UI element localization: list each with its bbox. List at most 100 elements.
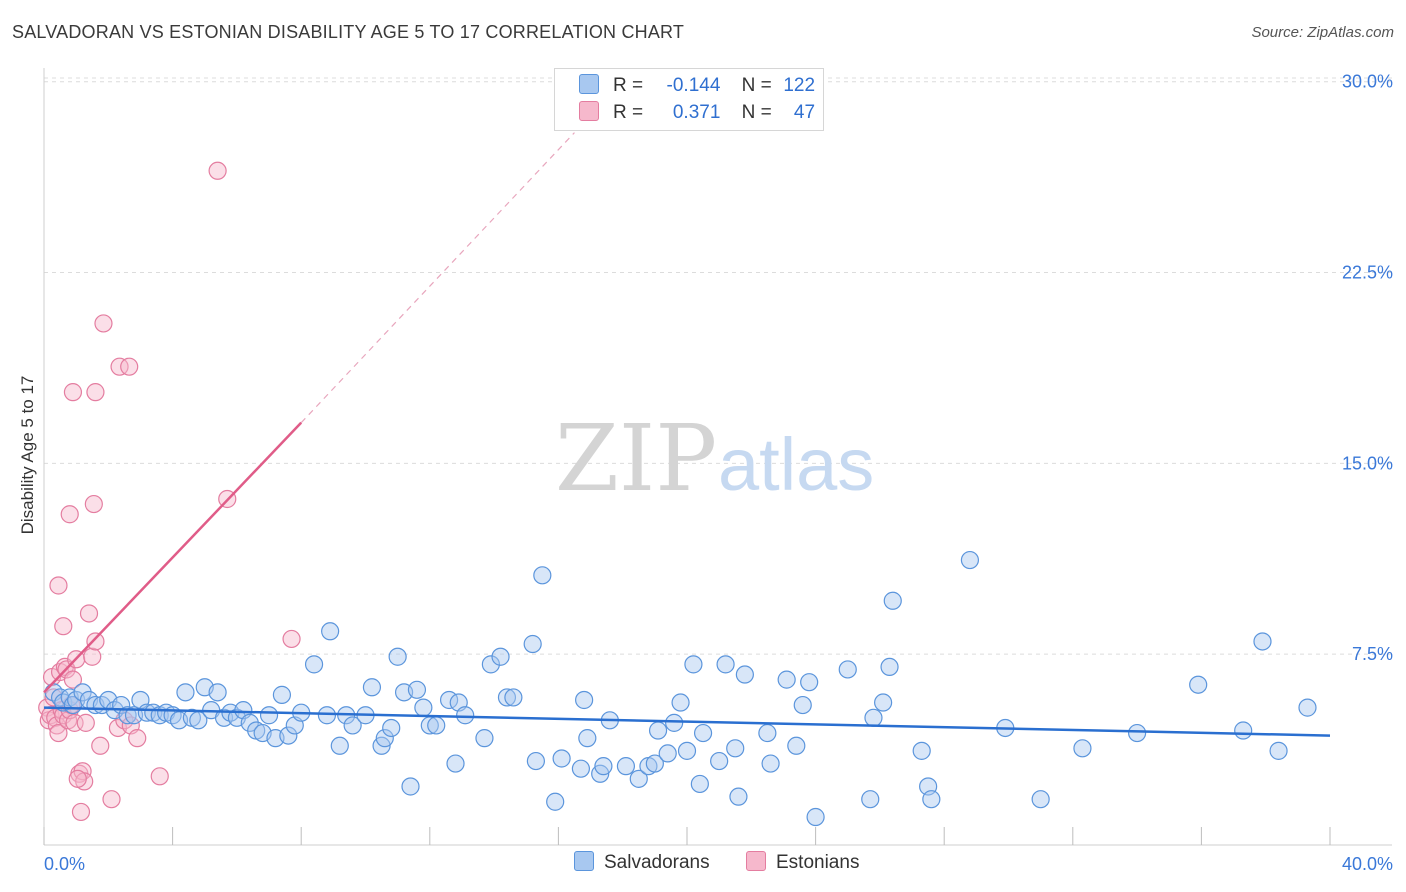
legend-n-value: 122 (783, 75, 816, 96)
salvadorans-point (729, 787, 748, 806)
salvadorans-point (575, 690, 594, 710)
watermark-atlas: atlas (718, 423, 874, 506)
x-tick-label: 40.0% (1342, 854, 1393, 874)
watermark-zip: ZIP (555, 405, 717, 512)
series-legend-salvadorans: Salvadorans (574, 851, 710, 874)
salvadorans-point (118, 706, 137, 725)
y-tick-label: 7.5% (1352, 644, 1393, 664)
salvadorans-trend-line (43, 706, 1331, 737)
estonians-point (49, 576, 68, 595)
salvadorans-point (629, 769, 648, 788)
legend-r-value: 0.371 (672, 102, 721, 123)
estonians-point (84, 494, 103, 514)
salvadorans-legend-label: Salvadorans (604, 852, 710, 873)
salvadorans-point (208, 683, 227, 702)
salvadorans-legend-swatch (574, 851, 594, 871)
salvadorans-point (883, 591, 902, 610)
salvadorans-point (648, 721, 668, 740)
estonians-point (49, 723, 68, 743)
legend-n-value: 47 (793, 102, 816, 123)
salvadorans-point (716, 655, 735, 674)
estonians-trend-extension (300, 132, 575, 424)
salvadorans-point (922, 790, 941, 809)
salvadorans-point (671, 693, 690, 712)
estonians-point (150, 767, 169, 786)
estonians-point (63, 383, 83, 402)
salvadorans-point (880, 657, 899, 677)
correlation-legend: R = -0.144 N = 122 R = 0.371 N = 47 (554, 68, 824, 131)
salvadorans-point (321, 622, 340, 641)
y-tick-label: 22.5% (1342, 263, 1393, 283)
legend-r-label: R = (613, 102, 644, 123)
salvadorans-point (710, 751, 729, 771)
salvadorans-point (304, 655, 324, 674)
source-label: Source: ZipAtlas.com (1251, 24, 1394, 41)
gridlines (44, 77, 1392, 655)
trend-lines (43, 132, 1331, 737)
estonians-point (71, 802, 91, 822)
salvadorans-point (787, 736, 806, 755)
salvadorans-point (456, 706, 475, 725)
salvadorans-point (317, 706, 337, 725)
estonians-point (83, 647, 102, 666)
salvadorans-point (330, 736, 349, 755)
salvadorans-point (382, 718, 401, 738)
estonians-point (120, 357, 139, 376)
salvadorans-point (546, 792, 565, 811)
chart-title: SALVADORAN VS ESTONIAN DISABILITY AGE 5 … (12, 22, 685, 42)
estonians-point (282, 629, 301, 649)
salvadorans-point (578, 729, 597, 748)
estonians-swatch (579, 101, 599, 121)
salvadorans-point (677, 741, 697, 760)
estonians-point (102, 790, 121, 809)
salvadorans-point (73, 683, 92, 702)
watermark: ZIP atlas (555, 405, 874, 512)
salvadorans-point (838, 660, 857, 679)
salvadorans-point (446, 754, 465, 773)
salvadorans-point (491, 647, 510, 666)
salvadorans-point (375, 729, 394, 748)
salvadorans-point (861, 790, 880, 809)
estonians-point (110, 357, 129, 376)
salvadorans-point (594, 757, 613, 776)
tick-labels: 7.5% 15.0% 22.5% 30.0% 0.0% 40.0% (44, 72, 1393, 874)
estonians-point (86, 383, 105, 402)
series-legend-estonians: Estonians (746, 851, 859, 874)
salvadorans-point (1298, 698, 1317, 717)
estonians-point (68, 769, 87, 788)
salvadorans-point (658, 744, 677, 763)
salvadorans-point (761, 754, 780, 773)
salvadorans-point (1127, 723, 1147, 743)
salvadorans-point (912, 741, 931, 760)
salvadorans-point (240, 713, 259, 732)
salvadorans-point (526, 751, 545, 771)
salvadorans-point (1253, 632, 1272, 651)
salvadorans-point (645, 754, 664, 773)
salvadorans-point (259, 706, 279, 725)
estonians-point (208, 161, 227, 180)
salvadorans-point (1189, 675, 1208, 694)
salvadorans-point (1234, 721, 1253, 740)
salvadorans-point (343, 716, 362, 735)
salvadorans-point (504, 688, 523, 707)
salvadorans-point (735, 665, 754, 684)
salvadorans-point (523, 634, 542, 654)
salvadorans-point (401, 777, 420, 796)
salvadorans-point (497, 688, 517, 707)
estonians-point (94, 314, 113, 333)
estonians-point (60, 505, 79, 524)
salvadorans-point (800, 673, 819, 692)
legend-row-estonians: R = 0.371 N = 47 (579, 101, 815, 127)
estonians-point (76, 713, 95, 732)
salvadorans-point (407, 680, 427, 699)
salvadorans-point (571, 759, 591, 778)
salvadorans-point (481, 655, 500, 674)
salvadorans-point (960, 550, 980, 570)
salvadorans-point (1073, 739, 1092, 758)
salvadorans-point (427, 716, 446, 735)
salvadorans-point (616, 757, 636, 776)
salvadorans-point (874, 693, 893, 712)
salvadorans-points (44, 550, 1317, 827)
salvadorans-point (176, 683, 195, 702)
